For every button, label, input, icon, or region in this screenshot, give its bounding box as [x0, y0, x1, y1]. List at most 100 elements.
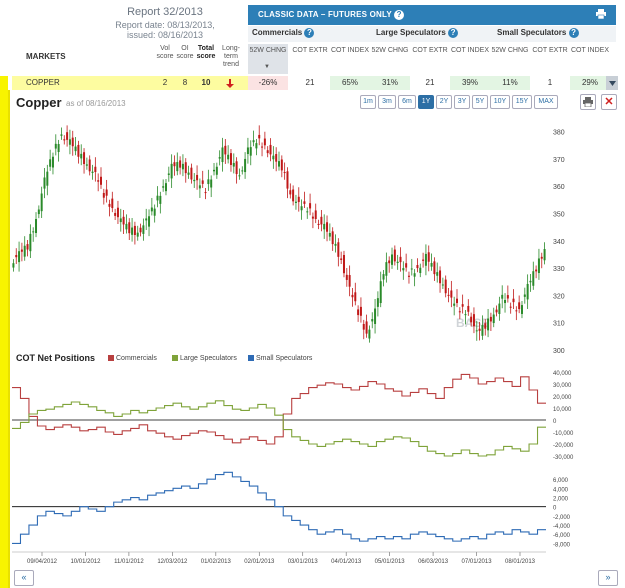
legend-large-speculators: Large Speculators: [172, 355, 237, 362]
print-chart-button[interactable]: [580, 94, 596, 110]
candle-body: [114, 212, 117, 216]
small-tick-label: -8,000: [553, 542, 571, 548]
candle-body: [368, 329, 371, 339]
small-tick-label: -6,000: [553, 533, 571, 539]
range-button-max[interactable]: MAX: [534, 95, 558, 109]
subheader-large-0[interactable]: 52W CHNG: [371, 47, 409, 54]
candle-body: [450, 290, 453, 298]
candle-body: [193, 179, 196, 182]
candle-body: [51, 156, 54, 168]
candle-body: [235, 161, 238, 175]
next-button[interactable]: »: [598, 570, 618, 586]
candle-body: [484, 323, 487, 329]
candle-body: [122, 216, 125, 225]
legend-swatch: [248, 355, 254, 362]
candle-body: [487, 318, 490, 331]
candle-body: [278, 161, 280, 167]
candle-body: [342, 255, 345, 274]
range-button-6m[interactable]: 6m: [398, 95, 416, 109]
price-tick-label: 350: [553, 212, 565, 219]
subheader-large-1[interactable]: COT EXTR: [412, 47, 448, 54]
candle-body: [433, 261, 436, 275]
candle-body: [320, 216, 323, 225]
candle-body: [241, 170, 244, 172]
candle-body: [535, 269, 538, 272]
market-name[interactable]: COPPER: [26, 78, 60, 87]
print-icon[interactable]: [596, 9, 606, 19]
help-icon[interactable]: ?: [394, 10, 405, 20]
subheader-small-1[interactable]: COT EXTR: [532, 47, 568, 54]
candle-body: [509, 306, 512, 308]
copper-row[interactable]: [12, 76, 248, 90]
price-tick-label: 310: [553, 321, 565, 328]
range-button-1y[interactable]: 1Y: [418, 95, 434, 109]
range-button-3m[interactable]: 3m: [378, 95, 396, 109]
x-tick-label: 10/01/2012: [70, 559, 101, 565]
subheader-large-2[interactable]: COT INDEX: [451, 47, 489, 54]
cot-tick-label: -10,000: [553, 431, 574, 437]
range-button-10y[interactable]: 10Y: [490, 95, 510, 109]
subheader-commercials-2[interactable]: COT INDEX: [331, 47, 369, 54]
close-chart-button[interactable]: ✕: [601, 94, 617, 110]
range-button-1m[interactable]: 1m: [360, 95, 376, 109]
candle-body: [12, 263, 15, 268]
candle-body: [297, 196, 300, 203]
cot-panel-title: COT Net Positions: [16, 353, 96, 363]
subheader-commercials-0[interactable]: 52W CHNG: [248, 44, 288, 74]
candle-body: [371, 319, 374, 322]
candle-body: [131, 227, 134, 235]
x-tick-label: 01/02/2013: [201, 559, 232, 565]
candle-body: [261, 146, 264, 148]
candle-body: [481, 324, 484, 336]
candle-body: [518, 302, 521, 310]
help-icon[interactable]: ?: [448, 28, 459, 38]
range-button-15y[interactable]: 15Y: [512, 95, 532, 109]
prev-button[interactable]: «: [14, 570, 34, 586]
subheader-small-2[interactable]: COT INDEX: [571, 47, 609, 54]
candle-body: [345, 274, 348, 280]
range-button-3y[interactable]: 3Y: [454, 95, 470, 109]
vol-score-header: Vol score: [156, 45, 174, 60]
candle-body: [543, 249, 546, 261]
candle-body: [436, 272, 439, 276]
subheader-commercials-1[interactable]: COT EXTR: [292, 47, 328, 54]
x-tick-label: 02/01/2013: [244, 559, 275, 565]
candle-body: [444, 279, 447, 294]
subheader-small-0[interactable]: 52W CHNG: [491, 47, 529, 54]
price-tick-label: 380: [553, 130, 565, 137]
candle-body: [413, 273, 416, 277]
candle-body: [148, 216, 151, 227]
candle-body: [153, 208, 156, 216]
cot-tick-label: 40,000: [553, 371, 572, 377]
candle-body: [218, 157, 221, 159]
classic-data-bar: [248, 5, 616, 25]
candle-body: [54, 143, 57, 149]
candle-body: [258, 134, 261, 139]
selected-row-indicator: [0, 76, 8, 588]
price-tick-label: 300: [553, 348, 565, 355]
candle-body: [311, 216, 314, 219]
help-icon[interactable]: ?: [304, 28, 315, 38]
candle-body: [289, 190, 292, 195]
candle-body: [323, 223, 326, 230]
candle-body: [447, 294, 450, 296]
candle-body: [359, 306, 362, 316]
candle-body: [458, 311, 461, 313]
cell-commercials-0: -26%: [248, 76, 288, 90]
candle-body: [472, 314, 475, 327]
large-speculators-series-line: [12, 400, 546, 457]
range-button-5y[interactable]: 5Y: [472, 95, 488, 109]
candle-body: [328, 232, 331, 237]
report-date: Report date: 08/13/2013,: [115, 20, 215, 30]
candle-body: [456, 298, 458, 304]
candle-body: [181, 163, 184, 170]
help-icon[interactable]: ?: [568, 28, 579, 38]
price-tick-label: 320: [553, 293, 565, 300]
candle-body: [145, 218, 148, 221]
candle-body: [88, 159, 91, 172]
range-button-2y[interactable]: 2Y: [436, 95, 452, 109]
cell-large-1: 21: [425, 78, 435, 87]
candle-body: [179, 160, 182, 168]
x-tick-label: 05/01/2013: [375, 559, 406, 565]
